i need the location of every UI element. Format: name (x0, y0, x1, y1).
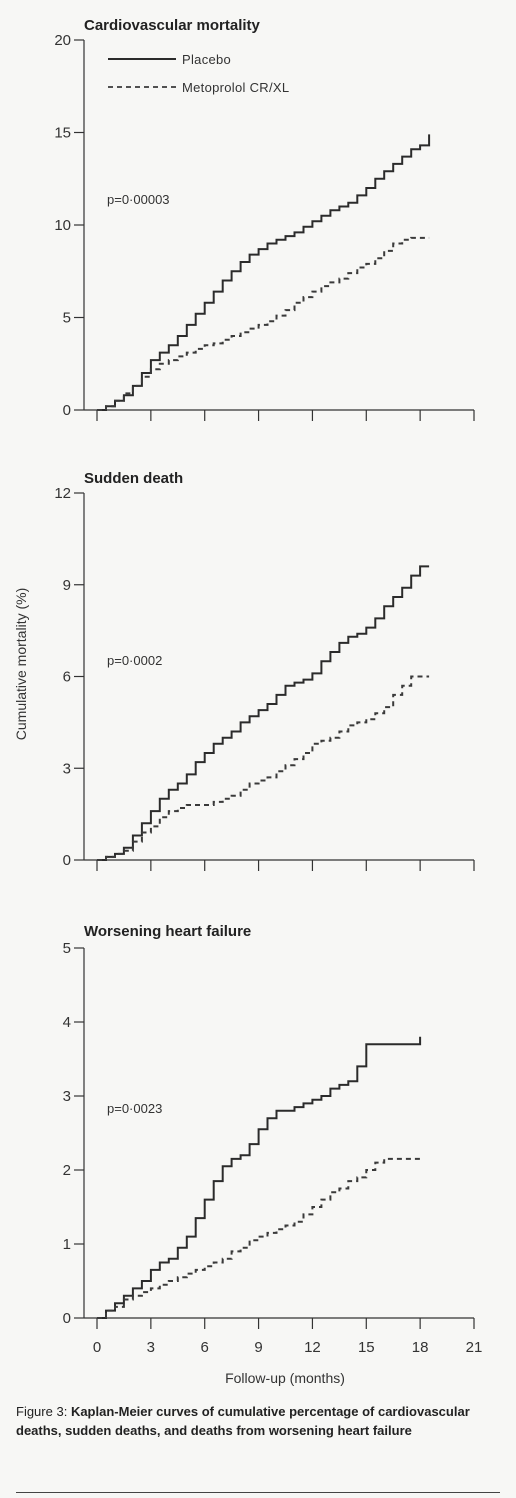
x-tick-label: 6 (201, 1339, 209, 1356)
chart-title: Cardiovascular mortality (84, 17, 261, 34)
x-tick-label: 21 (466, 1339, 483, 1356)
km-figure: Cumulative mortality (%) Follow-up (mont… (13, 17, 482, 1386)
y-tick-label: 2 (63, 1162, 71, 1179)
x-tick-label: 12 (304, 1339, 321, 1356)
metoprolol-curve (97, 236, 430, 411)
chart-panel-2: Sudden death 0 3 6 9 12 p=0·0002 (54, 470, 475, 871)
y-tick-label: 12 (54, 485, 71, 502)
x-tick-label: 3 (147, 1339, 155, 1356)
x-tick-label: 15 (358, 1339, 375, 1356)
x-axis-label: Follow-up (months) (225, 1370, 345, 1386)
placebo-curve (97, 1036, 422, 1319)
y-tick-label: 4 (63, 1014, 71, 1031)
y-tick-label: 0 (63, 1310, 71, 1327)
figure-caption: Figure 3: Kaplan-Meier curves of cumulat… (16, 1402, 486, 1440)
y-axis-label: Cumulative mortality (%) (13, 588, 29, 740)
caption-text: Kaplan-Meier curves of cumulative percen… (16, 1404, 470, 1438)
y-tick-label: 1 (63, 1236, 71, 1253)
x-tick-label: 0 (93, 1339, 101, 1356)
p-value-annotation: p=0·0023 (107, 1101, 162, 1116)
chart-title: Sudden death (84, 470, 183, 487)
y-tick-label: 3 (63, 760, 71, 777)
y-tick-label: 0 (63, 852, 71, 869)
p-value-annotation: p=0·0002 (107, 653, 162, 668)
metoprolol-curve (97, 1157, 421, 1319)
p-value-annotation: p=0·00003 (107, 192, 170, 207)
legend-metoprolol-label: Metoprolol CR/XL (182, 80, 289, 95)
placebo-curve (97, 134, 431, 411)
y-tick-label: 3 (63, 1088, 71, 1105)
y-tick-label: 15 (54, 125, 71, 142)
chart-panel-1: Cardiovascular mortality 0 5 10 15 20 p=0·0000… (54, 17, 475, 421)
y-tick-label: 6 (63, 669, 71, 686)
caption-label: Figure 3: (16, 1404, 68, 1419)
y-tick-label: 5 (63, 940, 71, 957)
y-tick-label: 5 (63, 310, 71, 327)
chart-title: Worsening heart failure (84, 923, 251, 940)
legend: Placebo Metoprolol CR/XL (108, 52, 289, 95)
x-tick-label: 9 (254, 1339, 262, 1356)
y-tick-label: 0 (63, 402, 71, 419)
placebo-curve (97, 565, 430, 861)
y-tick-label: 9 (63, 577, 71, 594)
x-tick-label: 18 (412, 1339, 429, 1356)
bottom-divider (16, 1492, 500, 1493)
y-tick-label: 20 (54, 32, 71, 49)
chart-panels: Cardiovascular mortality05101520p=0·0000… (54, 17, 482, 1356)
y-tick-label: 10 (54, 217, 71, 234)
legend-placebo-label: Placebo (182, 52, 231, 67)
metoprolol-curve (97, 675, 430, 861)
